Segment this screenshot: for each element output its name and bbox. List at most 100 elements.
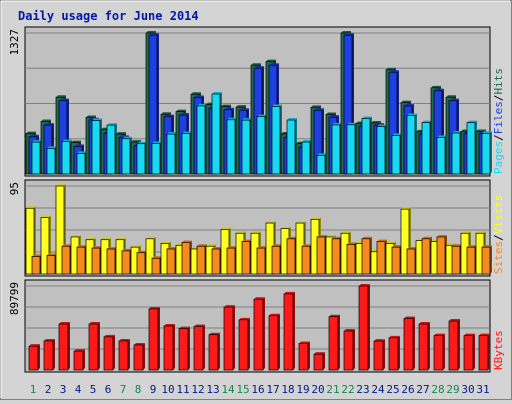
bar-kbytes-day-24 <box>373 339 385 371</box>
bar-pages-day-6 <box>106 123 117 175</box>
legend-visits: Visits <box>492 195 505 235</box>
bar-sites-day-13 <box>211 246 222 275</box>
bar-kbytes-day-25 <box>388 335 400 371</box>
x-tick-label: 7 <box>120 383 127 396</box>
bar-kbytes-day-4 <box>73 349 85 371</box>
x-tick-label: 29 <box>446 383 459 396</box>
bar-pages-day-1 <box>31 140 42 175</box>
x-tick-label: 12 <box>191 383 204 396</box>
bar-kbytes-day-20 <box>313 352 325 371</box>
bar-pages-day-28 <box>436 135 447 175</box>
bar-kbytes-day-7 <box>118 338 130 371</box>
panel-legend: KBytes <box>492 330 505 370</box>
x-tick-label: 8 <box>135 383 142 396</box>
bar-sites-day-11 <box>181 240 192 275</box>
bar-kbytes-day-30 <box>463 333 475 371</box>
x-tick-label: 3 <box>60 383 67 396</box>
bar-pages-day-3 <box>61 139 72 175</box>
legend-hits: Hits <box>492 68 505 95</box>
bar-pages-day-27 <box>421 120 432 175</box>
bar-pages-day-5 <box>91 118 102 175</box>
bar-kbytes-day-8 <box>133 342 145 371</box>
x-tick-label: 1 <box>30 383 37 396</box>
x-tick-label: 22 <box>341 383 354 396</box>
bar-kbytes-day-27 <box>418 322 430 371</box>
bar-pages-day-25 <box>391 133 402 175</box>
x-tick-label: 15 <box>236 383 249 396</box>
bar-kbytes-day-22 <box>343 328 355 371</box>
bar-sites-day-27 <box>421 236 432 275</box>
panel-legend: Pages/Files/Hits <box>492 68 505 174</box>
x-tick-label: 17 <box>266 383 279 396</box>
bars <box>25 31 492 175</box>
x-tick-label: 30 <box>461 383 474 396</box>
x-tick-label: 23 <box>356 383 369 396</box>
bar-pages-day-16 <box>256 114 267 175</box>
bar-kbytes-day-21 <box>328 314 340 371</box>
x-tick-label: 31 <box>476 383 489 396</box>
bar-kbytes-day-6 <box>103 334 115 371</box>
bar-files-day-9 <box>148 33 159 175</box>
bar-sites-day-23 <box>361 236 372 275</box>
x-tick-label: 18 <box>281 383 294 396</box>
legend-sites: Sites <box>492 241 505 274</box>
bar-kbytes-day-15 <box>238 317 250 371</box>
bar-sites-day-30 <box>466 245 477 275</box>
bar-pages-day-29 <box>451 130 462 175</box>
bar-pages-day-30 <box>466 120 477 175</box>
bars <box>25 184 492 275</box>
bar-kbytes-day-2 <box>43 338 55 371</box>
x-tick-label: 11 <box>176 383 189 396</box>
bar-kbytes-day-9 <box>148 306 160 371</box>
bar-sites-day-7 <box>121 248 132 275</box>
x-tick-label: 20 <box>311 383 324 396</box>
x-tick-label: 14 <box>221 383 235 396</box>
bar-pages-day-12 <box>196 103 207 175</box>
bar-sites-day-16 <box>256 246 267 275</box>
y-max-label: 95 <box>8 182 21 195</box>
legend-separator: / <box>492 134 505 141</box>
bar-kbytes-day-29 <box>448 319 460 371</box>
panel-legend: Sites/Visits <box>492 195 505 275</box>
bar-kbytes-day-17 <box>268 313 280 371</box>
x-tick-label: 27 <box>416 383 429 396</box>
x-tick-label: 24 <box>371 383 385 396</box>
bar-pages-day-7 <box>121 136 132 175</box>
bar-kbytes-day-5 <box>88 322 100 371</box>
chart-title: Daily usage for June 2014 <box>18 9 199 23</box>
bar-pages-day-15 <box>241 118 252 175</box>
bar-sites-day-14 <box>226 246 237 275</box>
legend-kbytes: KBytes <box>492 330 505 370</box>
bar-sites-day-22 <box>346 242 357 275</box>
bar-sites-day-6 <box>106 246 117 275</box>
x-tick-label: 21 <box>326 383 339 396</box>
bar-sites-day-21 <box>331 236 342 275</box>
bar-pages-day-2 <box>46 146 57 175</box>
bar-kbytes-day-12 <box>193 324 205 371</box>
bar-sites-day-10 <box>166 246 177 275</box>
bar-kbytes-day-14 <box>223 305 235 371</box>
bar-kbytes-day-11 <box>178 326 190 371</box>
y-max-label: 1327 <box>8 29 21 56</box>
bar-sites-day-26 <box>406 246 417 275</box>
bar-sites-day-1 <box>31 254 42 275</box>
x-tick-label: 25 <box>386 383 399 396</box>
bar-kbytes-day-3 <box>58 322 70 371</box>
bar-pages-day-4 <box>76 151 87 175</box>
x-tick-label: 28 <box>431 383 444 396</box>
bar-kbytes-day-16 <box>253 297 265 371</box>
bar-pages-day-11 <box>181 131 192 175</box>
bar-kbytes-day-31 <box>478 333 490 371</box>
bar-sites-day-20 <box>316 234 327 275</box>
y-max-label: 89799 <box>8 282 21 315</box>
bar-pages-day-10 <box>166 132 177 175</box>
bar-kbytes-day-23 <box>358 284 370 371</box>
x-tick-label: 13 <box>206 383 219 396</box>
x-tick-label: 10 <box>161 383 174 396</box>
bar-sites-day-29 <box>451 244 462 275</box>
bar-kbytes-day-18 <box>283 291 295 371</box>
bar-sites-day-9 <box>151 256 162 275</box>
x-tick-label: 26 <box>401 383 414 396</box>
bar-pages-day-9 <box>151 141 162 175</box>
